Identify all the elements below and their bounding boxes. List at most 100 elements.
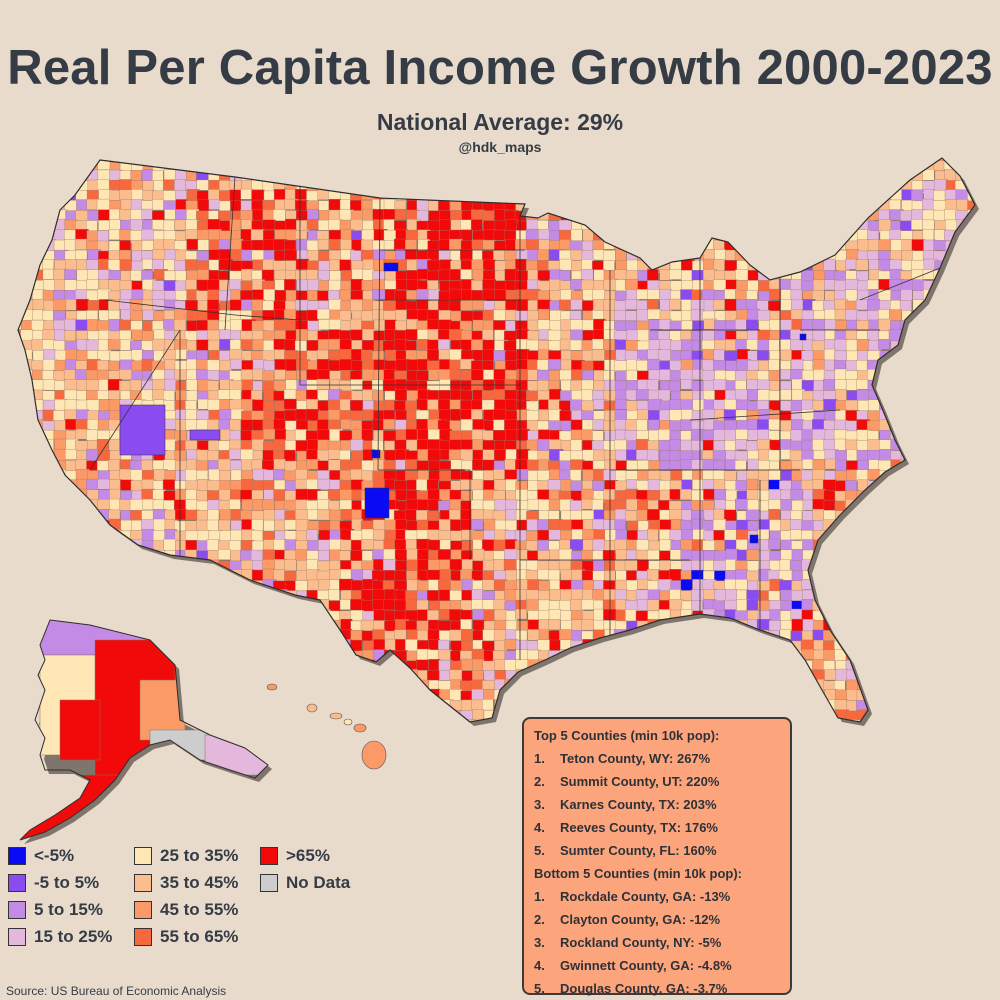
county-cell <box>934 440 947 454</box>
county-cell <box>318 158 331 161</box>
county-cell <box>768 690 781 703</box>
county-cell <box>943 469 958 482</box>
county-cell <box>911 189 923 202</box>
county-cell <box>394 539 408 551</box>
county-cell <box>943 518 958 531</box>
county-cell <box>603 230 616 243</box>
county-cell <box>868 659 882 673</box>
county-cell <box>295 160 309 173</box>
county-cell <box>802 510 814 522</box>
county-cell <box>395 489 407 501</box>
county-cell <box>669 158 682 163</box>
county-cell <box>945 489 958 502</box>
county-cell <box>504 229 517 241</box>
county-cell <box>383 158 398 163</box>
county-cell <box>516 519 529 531</box>
county-cell <box>262 160 277 172</box>
county-cell <box>328 158 342 163</box>
county-cell <box>208 670 221 683</box>
county-cell <box>42 459 56 472</box>
county-cell <box>780 189 793 201</box>
county-cell <box>559 679 572 691</box>
county-cell <box>734 370 748 382</box>
county-cell <box>305 430 320 442</box>
county-cell <box>251 320 265 332</box>
county-cell <box>890 599 905 611</box>
county-cell <box>979 301 992 312</box>
county-cell <box>437 649 453 661</box>
county-cell <box>879 520 893 533</box>
county-cell <box>547 479 561 491</box>
county-cell <box>96 439 109 451</box>
county-cell <box>680 289 693 300</box>
county-cell <box>912 588 925 600</box>
county-cell <box>428 659 441 672</box>
county-cell <box>428 179 443 193</box>
county-cell <box>525 239 540 251</box>
county-cell <box>637 409 649 421</box>
county-cell <box>856 339 870 352</box>
county-cell <box>383 700 397 713</box>
county-cell <box>406 479 418 491</box>
county-cell <box>813 198 828 211</box>
county-cell <box>658 158 672 161</box>
county-cell <box>493 250 506 261</box>
county-cell <box>647 308 662 320</box>
county-cell <box>879 690 892 704</box>
county-cell <box>912 429 926 443</box>
county-cell <box>636 668 649 682</box>
county-cell <box>31 590 46 602</box>
county-cell <box>493 479 506 492</box>
county-cell <box>790 529 802 540</box>
county-cell <box>54 519 68 532</box>
county-cell <box>196 569 209 582</box>
county-cell <box>472 180 487 194</box>
county-cell <box>329 669 342 681</box>
county-cell <box>228 669 244 680</box>
county-cell <box>130 480 143 493</box>
county-cell <box>646 700 660 713</box>
county-cell <box>900 600 914 612</box>
county-cell <box>955 699 968 710</box>
county-cell <box>834 540 848 554</box>
county-cell <box>21 600 34 612</box>
county-cell <box>350 659 364 672</box>
county-cell <box>284 198 296 210</box>
county-cell <box>515 489 529 502</box>
county-cell <box>635 389 650 400</box>
county-cell <box>405 690 420 702</box>
county-cell <box>438 158 452 163</box>
county-cell <box>251 598 266 612</box>
county-cell <box>20 250 33 263</box>
county-cell <box>911 370 923 383</box>
county-cell <box>911 579 923 590</box>
county-cell <box>382 679 395 693</box>
county-cell <box>372 309 385 321</box>
county-cell <box>471 589 484 602</box>
county-cell <box>43 519 56 533</box>
county-cell <box>603 649 616 662</box>
county-cell <box>965 310 975 321</box>
county-cell <box>823 210 836 221</box>
county-cell <box>98 209 112 222</box>
county-cell <box>736 158 750 163</box>
county-cell <box>494 190 508 202</box>
county-cell <box>879 429 892 442</box>
county-cell <box>923 370 938 384</box>
county-cell <box>361 689 376 704</box>
county-cell <box>648 158 662 163</box>
county-cell <box>20 570 36 583</box>
county-cell <box>18 689 22 701</box>
county-cell <box>789 679 803 691</box>
county-cell <box>636 539 650 552</box>
county-cell <box>119 209 132 221</box>
county-cell <box>119 559 132 572</box>
county-cell <box>32 519 46 534</box>
county-cell <box>131 560 146 572</box>
county-cell <box>922 698 936 713</box>
county-cell <box>120 570 134 582</box>
county-cell <box>560 179 573 190</box>
county-cell <box>979 570 992 582</box>
county-cell <box>21 529 33 542</box>
county-cell <box>635 610 649 622</box>
